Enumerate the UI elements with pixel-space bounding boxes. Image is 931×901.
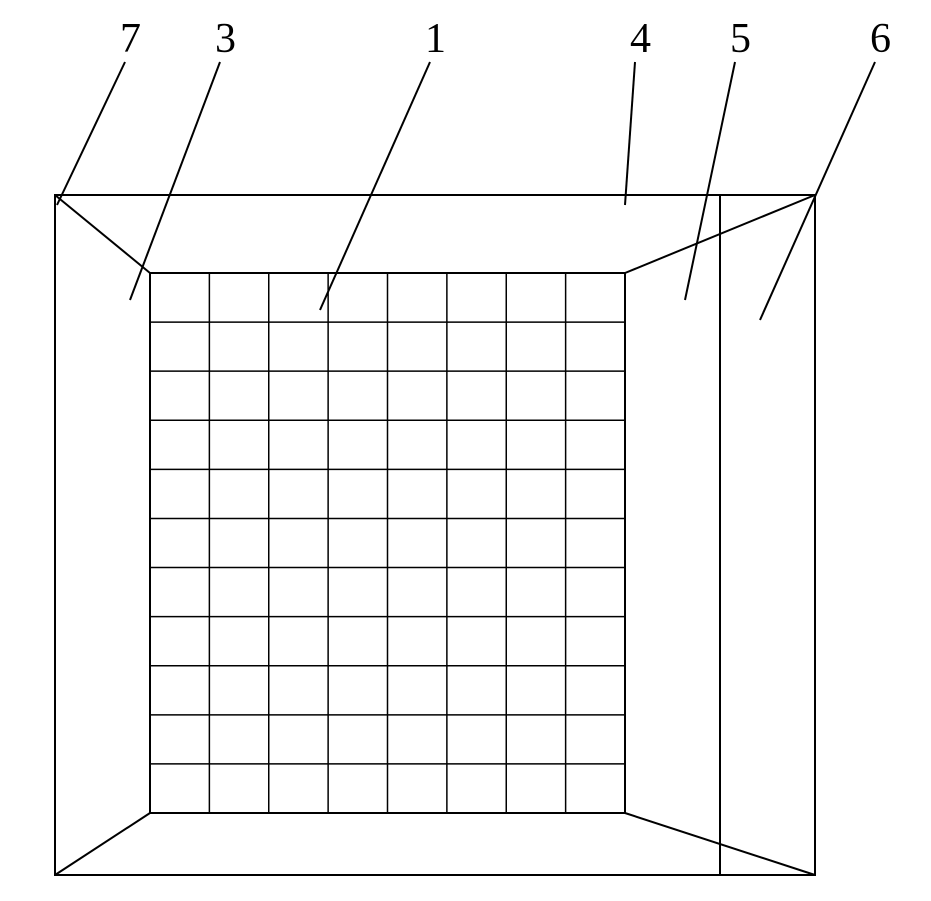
perspective-corner-0 [55,195,150,273]
leader-line-3 [130,62,220,300]
leader-line-5 [685,62,735,300]
callout-label-6: 6 [870,15,891,63]
leader-line-4 [625,62,635,205]
leader-line-7 [57,62,125,205]
callout-label-1: 1 [425,15,446,63]
callout-label-7: 7 [120,15,141,63]
callout-label-4: 4 [630,15,651,63]
callout-label-5: 5 [730,15,751,63]
callout-label-3: 3 [215,15,236,63]
leader-line-6 [760,62,875,320]
perspective-corner-2 [55,813,150,875]
outer-rect [55,195,815,875]
diagram-svg [0,0,931,901]
